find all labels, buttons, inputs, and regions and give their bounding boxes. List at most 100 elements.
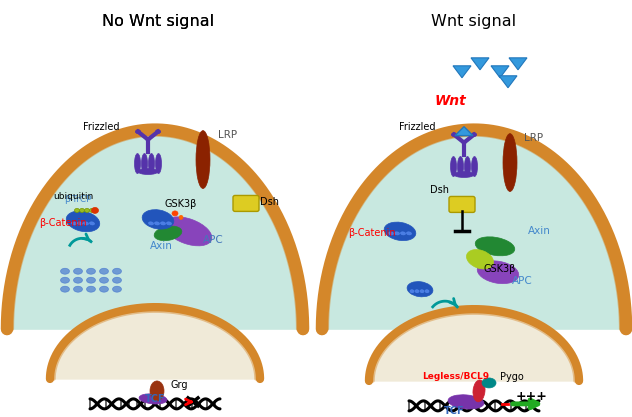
Text: β-Catenin: β-Catenin — [39, 219, 87, 229]
Text: Pygo: Pygo — [500, 372, 524, 382]
Ellipse shape — [149, 222, 154, 225]
Polygon shape — [509, 58, 527, 70]
FancyBboxPatch shape — [449, 196, 475, 212]
Ellipse shape — [90, 208, 95, 212]
Ellipse shape — [73, 277, 83, 283]
Text: Dsh: Dsh — [430, 186, 449, 196]
Ellipse shape — [75, 208, 80, 212]
Ellipse shape — [154, 226, 182, 241]
Ellipse shape — [415, 290, 419, 293]
Ellipse shape — [458, 156, 463, 176]
Text: GSK3β: GSK3β — [484, 264, 516, 274]
Ellipse shape — [92, 207, 99, 214]
Ellipse shape — [482, 378, 496, 388]
Ellipse shape — [83, 222, 88, 225]
Polygon shape — [7, 130, 303, 329]
Ellipse shape — [473, 380, 485, 402]
Text: APC: APC — [203, 235, 223, 245]
Text: Frizzled: Frizzled — [399, 122, 436, 132]
Text: No Wnt signal: No Wnt signal — [102, 14, 214, 29]
Text: Wnt signal: Wnt signal — [432, 14, 516, 29]
Polygon shape — [322, 130, 626, 329]
Ellipse shape — [87, 268, 95, 274]
Ellipse shape — [394, 232, 399, 235]
Polygon shape — [453, 66, 471, 78]
Ellipse shape — [99, 286, 109, 292]
Ellipse shape — [389, 232, 394, 235]
Text: Dsh: Dsh — [260, 197, 279, 207]
Ellipse shape — [87, 286, 95, 292]
Ellipse shape — [87, 277, 95, 283]
Ellipse shape — [401, 232, 406, 235]
Ellipse shape — [135, 130, 140, 133]
Text: Legless/BCL9: Legless/BCL9 — [422, 372, 490, 382]
Text: LRP: LRP — [218, 130, 237, 140]
Ellipse shape — [406, 232, 411, 235]
Ellipse shape — [112, 277, 121, 283]
Text: Wnt: Wnt — [435, 94, 467, 108]
Ellipse shape — [85, 208, 90, 212]
Ellipse shape — [407, 281, 433, 297]
Ellipse shape — [466, 250, 494, 269]
Ellipse shape — [410, 290, 414, 293]
Ellipse shape — [477, 261, 519, 284]
Ellipse shape — [164, 217, 212, 246]
Ellipse shape — [112, 268, 121, 274]
Ellipse shape — [71, 222, 76, 225]
Ellipse shape — [80, 208, 85, 212]
Ellipse shape — [61, 286, 70, 292]
Ellipse shape — [503, 133, 517, 191]
Ellipse shape — [90, 222, 94, 225]
Ellipse shape — [73, 268, 83, 274]
Text: Axin: Axin — [150, 241, 173, 251]
Ellipse shape — [78, 222, 82, 225]
Ellipse shape — [161, 222, 166, 225]
Text: +++: +++ — [516, 390, 548, 403]
Ellipse shape — [448, 395, 484, 409]
Text: Frizzled: Frizzled — [83, 122, 120, 132]
Ellipse shape — [471, 156, 478, 176]
Text: No Wnt signal: No Wnt signal — [102, 14, 214, 29]
Ellipse shape — [471, 133, 477, 137]
Text: LRP: LRP — [524, 133, 543, 143]
Polygon shape — [471, 58, 489, 70]
Ellipse shape — [142, 153, 147, 173]
FancyBboxPatch shape — [233, 196, 259, 211]
Ellipse shape — [138, 168, 158, 175]
Ellipse shape — [139, 394, 167, 404]
Polygon shape — [499, 76, 517, 88]
Ellipse shape — [99, 277, 109, 283]
Text: β-Catenin: β-Catenin — [348, 229, 396, 239]
Ellipse shape — [150, 381, 164, 401]
Ellipse shape — [420, 290, 424, 293]
Ellipse shape — [451, 156, 456, 176]
Text: Grg: Grg — [171, 380, 188, 390]
Text: ubiquitin: ubiquitin — [53, 193, 93, 201]
Ellipse shape — [384, 222, 416, 241]
Ellipse shape — [73, 286, 83, 292]
Text: APC: APC — [512, 276, 532, 286]
Ellipse shape — [465, 156, 470, 176]
Ellipse shape — [155, 130, 161, 133]
Polygon shape — [369, 309, 579, 381]
Text: GSK3β: GSK3β — [165, 199, 197, 209]
Text: β-TrCP: β-TrCP — [64, 196, 92, 204]
Text: TCF: TCF — [145, 394, 166, 404]
Ellipse shape — [99, 268, 109, 274]
Polygon shape — [491, 66, 509, 78]
Ellipse shape — [475, 237, 514, 256]
Ellipse shape — [425, 290, 429, 293]
Ellipse shape — [66, 211, 100, 232]
Polygon shape — [455, 127, 473, 136]
Ellipse shape — [61, 277, 70, 283]
Ellipse shape — [155, 153, 162, 173]
Ellipse shape — [179, 216, 183, 219]
Text: Axin: Axin — [528, 226, 551, 236]
Ellipse shape — [135, 153, 140, 173]
Ellipse shape — [172, 211, 178, 216]
Ellipse shape — [112, 286, 121, 292]
Ellipse shape — [149, 153, 154, 173]
Ellipse shape — [61, 268, 70, 274]
Ellipse shape — [142, 210, 174, 229]
Ellipse shape — [196, 131, 210, 188]
